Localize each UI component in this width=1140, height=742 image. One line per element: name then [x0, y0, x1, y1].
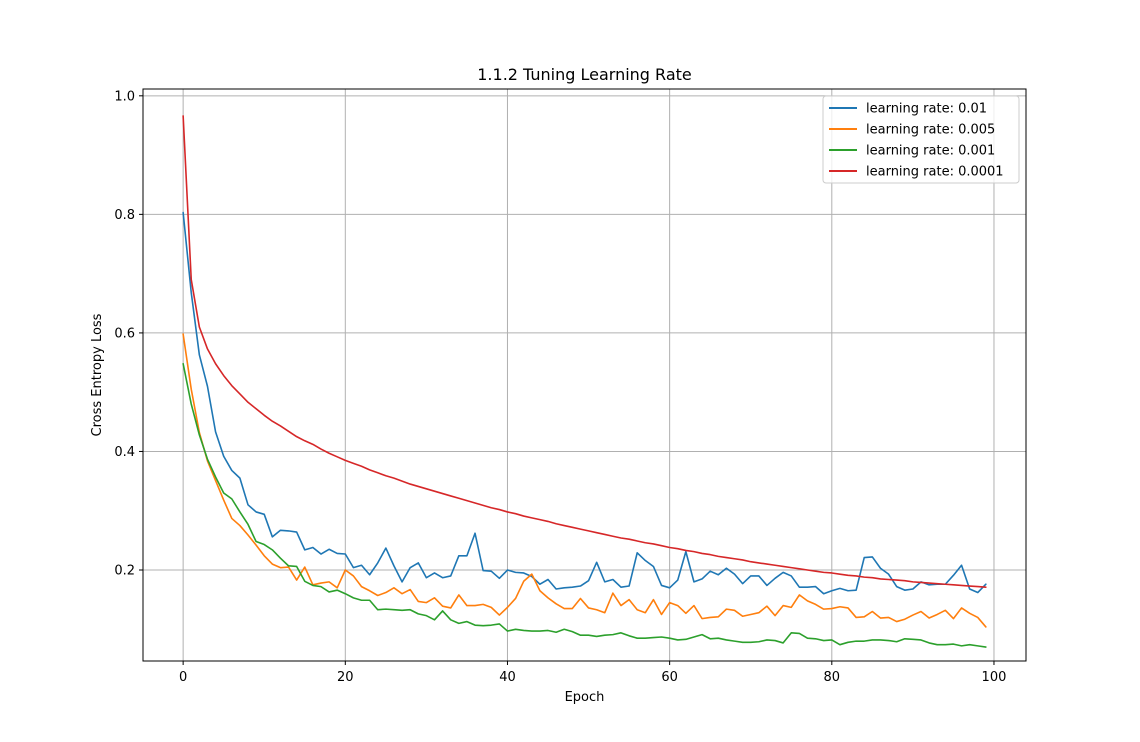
x-tick-label: 40 — [499, 670, 516, 685]
legend-label-4: learning rate: 0.0001 — [866, 165, 1004, 180]
plot-area-frame — [142, 88, 1027, 662]
series-line-3 — [182, 362, 987, 648]
legend: learning rate: 0.01 learning rate: 0.005 l… — [822, 95, 1020, 184]
y-tick-label: 1.0 — [114, 89, 135, 104]
chart-title: 1.1.2 Tuning Learning Rate — [477, 65, 691, 84]
legend-box — [822, 95, 1020, 184]
y-tick-label: 0.4 — [114, 445, 135, 460]
series-line-4 — [182, 115, 987, 589]
x-axis-label: Epoch — [565, 690, 605, 705]
x-tick-label: 20 — [337, 670, 354, 685]
series-layer — [182, 115, 987, 648]
legend-label-2: learning rate: 0.005 — [866, 123, 995, 138]
legend-entries: learning rate: 0.01 learning rate: 0.005 l… — [829, 102, 1004, 180]
x-tick-label: 60 — [661, 670, 678, 685]
series-line-1 — [182, 211, 987, 595]
x-tick-label: 100 — [982, 670, 1007, 685]
y-tick-label: 0.8 — [114, 208, 135, 223]
legend-label-1: learning rate: 0.01 — [866, 102, 987, 117]
y-tick-label: 0.2 — [114, 564, 135, 579]
y-tick-label: 0.6 — [114, 326, 135, 341]
y-axis-label: Cross Entropy Loss — [90, 313, 105, 436]
x-tick-label: 0 — [179, 670, 187, 685]
x-tick-label: 80 — [824, 670, 841, 685]
tick-layer: 0 20 40 60 80 100 0.2 0.4 0.6 0.8 1.0 — [114, 89, 1006, 685]
series-line-2 — [182, 333, 987, 628]
legend-label-3: learning rate: 0.001 — [866, 144, 995, 159]
